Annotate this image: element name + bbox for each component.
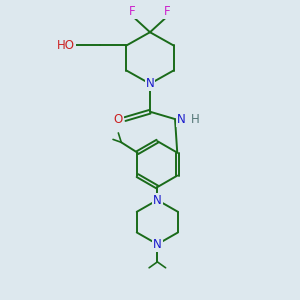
Text: O: O xyxy=(113,112,123,126)
Text: F: F xyxy=(129,5,136,18)
Text: H: H xyxy=(191,112,200,126)
Text: N: N xyxy=(146,77,154,90)
Text: N: N xyxy=(153,194,162,207)
Text: N: N xyxy=(153,238,162,251)
Text: N: N xyxy=(176,112,185,126)
Text: HO: HO xyxy=(57,39,75,52)
Text: F: F xyxy=(164,5,171,18)
